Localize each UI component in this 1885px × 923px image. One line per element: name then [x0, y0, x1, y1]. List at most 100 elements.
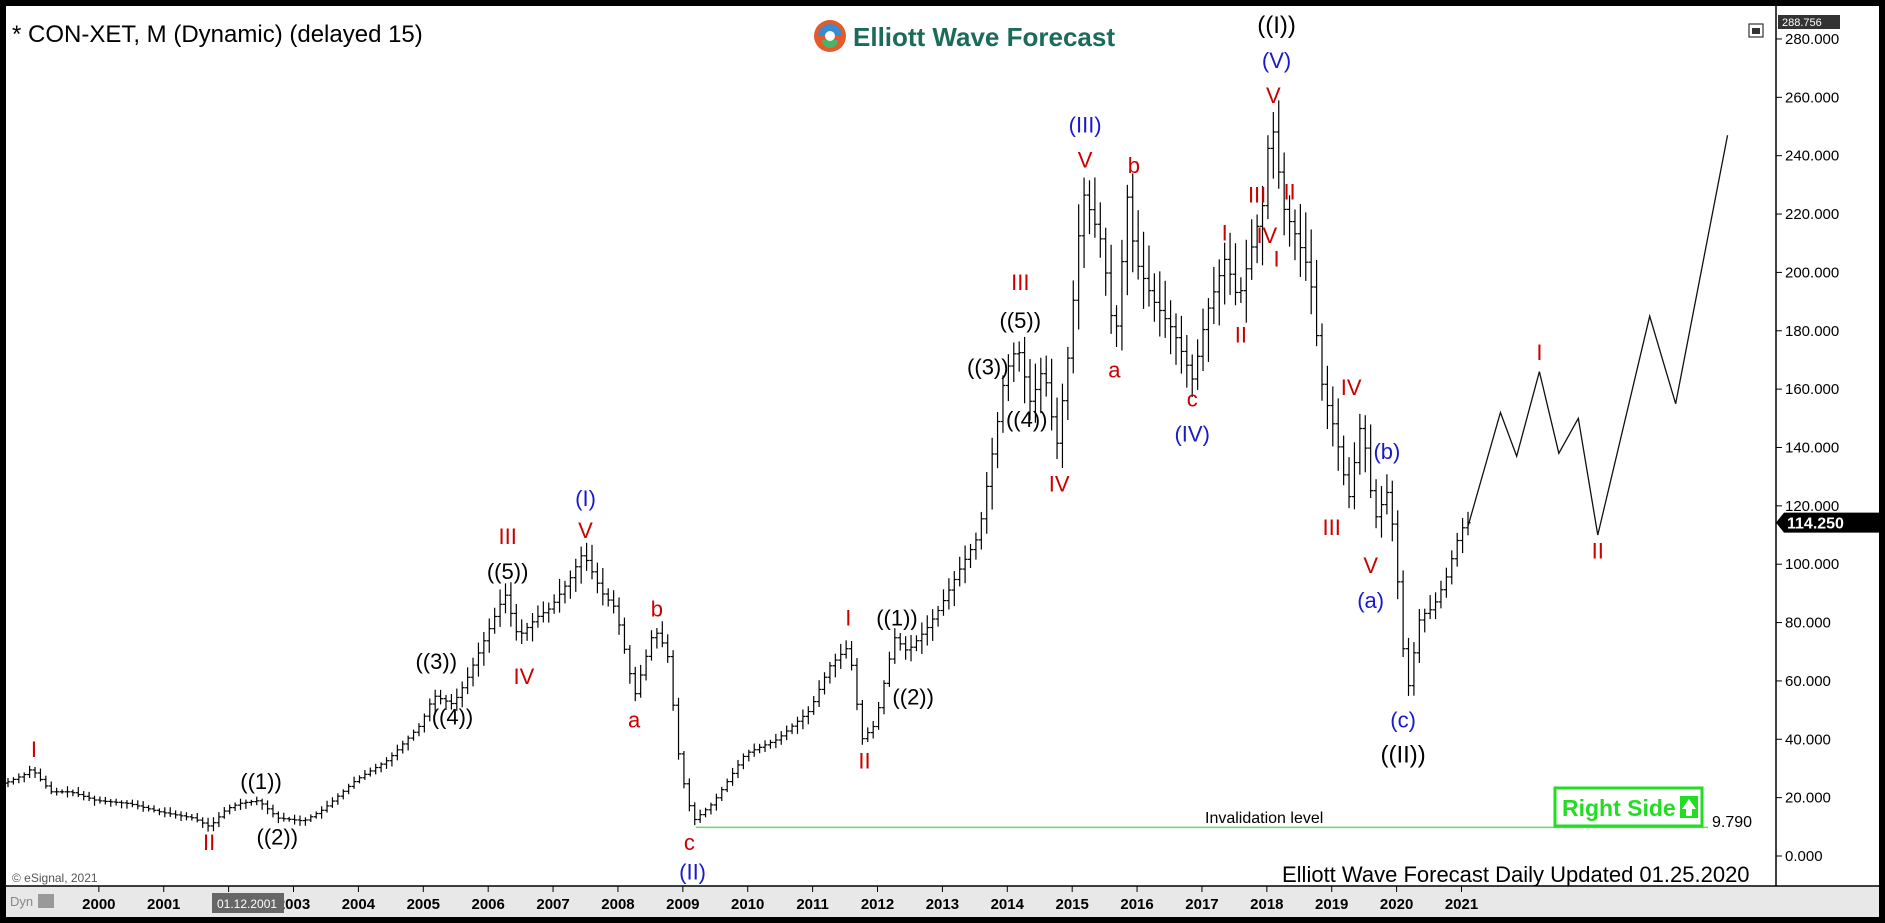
ohlc-bar — [1416, 608, 1422, 663]
x-tick-label: 2009 — [666, 896, 699, 913]
ohlc-bar — [1184, 335, 1190, 388]
ohlc-bar — [811, 695, 817, 715]
ohlc-bar — [530, 613, 536, 642]
ohlc-bar — [405, 735, 411, 751]
ohlc-bar — [454, 688, 460, 711]
ohlc-bar — [308, 814, 314, 822]
ohlc-bar — [146, 805, 152, 812]
ohlc-bar — [1319, 323, 1325, 401]
wave-label: I — [845, 605, 851, 630]
ohlc-bar — [713, 793, 719, 811]
ohlc-bar — [1032, 363, 1038, 423]
ohlc-bar — [789, 723, 795, 735]
ohlc-bar — [751, 743, 757, 757]
x-tick-label: 2021 — [1445, 896, 1478, 913]
ohlc-bar — [1070, 280, 1076, 374]
ohlc-bar — [881, 680, 887, 715]
ohlc-bar — [962, 545, 968, 584]
ohlc-bar — [816, 680, 822, 707]
ohlc-bar — [794, 716, 800, 734]
x-tick-label: 2010 — [731, 896, 764, 913]
ohlc-bar — [822, 672, 828, 695]
ohlc-bar — [703, 807, 709, 818]
ohlc-bar — [1270, 112, 1276, 179]
ohlc-bar — [1238, 277, 1244, 303]
ohlc-bar — [876, 701, 882, 730]
ohlc-bar — [1162, 280, 1168, 338]
ohlc-bar — [1173, 313, 1179, 365]
x-tick-label: 2004 — [342, 896, 376, 913]
wave-label: ((I)) — [1257, 12, 1296, 39]
ohlc-bar — [1400, 570, 1406, 658]
ohlc-bar — [859, 699, 865, 745]
ohlc-bar — [265, 800, 271, 815]
ohlc-bar — [1287, 195, 1293, 247]
ohlc-bar — [1443, 567, 1449, 598]
restore-window-icon[interactable] — [1748, 23, 1764, 38]
ohlc-bar — [600, 568, 606, 606]
ohlc-bar — [697, 809, 703, 823]
y-tick-label: 20.000 — [1785, 790, 1831, 807]
projection-line — [1467, 135, 1729, 536]
wave-label: II — [858, 748, 870, 773]
ohlc-bar — [140, 801, 146, 812]
wave-label: ((4)) — [432, 705, 474, 730]
ohlc-bar — [54, 787, 60, 796]
ohlc-bar — [465, 667, 471, 695]
dyn-toggle-icon[interactable] — [38, 894, 54, 908]
ohlc-bar — [1130, 173, 1136, 273]
ohlc-bar — [324, 800, 330, 813]
ohlc-bar — [92, 795, 98, 806]
ohlc-bar — [611, 590, 617, 614]
wave-label: (a) — [1357, 588, 1384, 613]
wave-label: a — [1108, 357, 1121, 382]
ohlc-bar — [1254, 214, 1260, 264]
ohlc-bar — [475, 642, 481, 677]
x-tick-label: 2014 — [991, 896, 1025, 913]
wave-label: II — [1235, 322, 1247, 347]
ohlc-bar — [1146, 245, 1152, 307]
wave-label: ((4)) — [1006, 407, 1048, 432]
ohlc-bar — [508, 582, 514, 627]
ohlc-bar — [1049, 358, 1055, 431]
y-tick-label: 220.000 — [1785, 206, 1839, 223]
ohlc-bar — [373, 763, 379, 775]
x-tick-label: 2000 — [82, 896, 115, 913]
wave-label: (II) — [679, 859, 706, 884]
ohlc-bar — [238, 798, 244, 810]
ohlc-bar — [37, 768, 43, 782]
ohlc-bar — [1335, 398, 1341, 471]
x-tick-label: 2001 — [147, 896, 180, 913]
ohlc-bar — [416, 723, 422, 737]
y-tick-label: 260.000 — [1785, 89, 1839, 106]
wave-label: ((3)) — [967, 355, 1009, 380]
ohlc-bar — [1227, 232, 1233, 295]
y-tick-label: 120.000 — [1785, 498, 1839, 515]
ohlc-bar — [627, 645, 633, 684]
ohlc-bar — [632, 666, 638, 702]
ohlc-bar — [1043, 355, 1049, 397]
wave-label: (V) — [1262, 48, 1291, 73]
plot-area — [6, 6, 1776, 886]
ohlc-bar — [584, 542, 590, 571]
invalidation-value: 9.790 — [1712, 814, 1752, 831]
price-axis-panel[interactable] — [1776, 6, 1879, 886]
ohlc-bar — [297, 815, 303, 826]
ohlc-bar — [1395, 510, 1401, 600]
ohlc-bar — [870, 720, 876, 739]
ohlc-bar — [275, 811, 281, 824]
wave-label: c — [1187, 387, 1198, 412]
ohlc-bar — [519, 619, 525, 645]
ohlc-bar — [719, 786, 725, 801]
ohlc-bar — [1092, 177, 1098, 238]
last-price-text: 114.250 — [1787, 516, 1844, 533]
wave-label: IV — [1341, 375, 1362, 400]
x-tick-label: 2015 — [1055, 896, 1088, 913]
ohlc-bar — [286, 816, 292, 822]
wave-label: (III) — [1069, 112, 1102, 137]
wave-label: V — [1363, 553, 1378, 578]
ohlc-bar — [470, 657, 476, 687]
ohlc-bar — [5, 778, 11, 788]
ohlc-bar — [497, 589, 503, 627]
ohlc-bar — [302, 817, 308, 826]
